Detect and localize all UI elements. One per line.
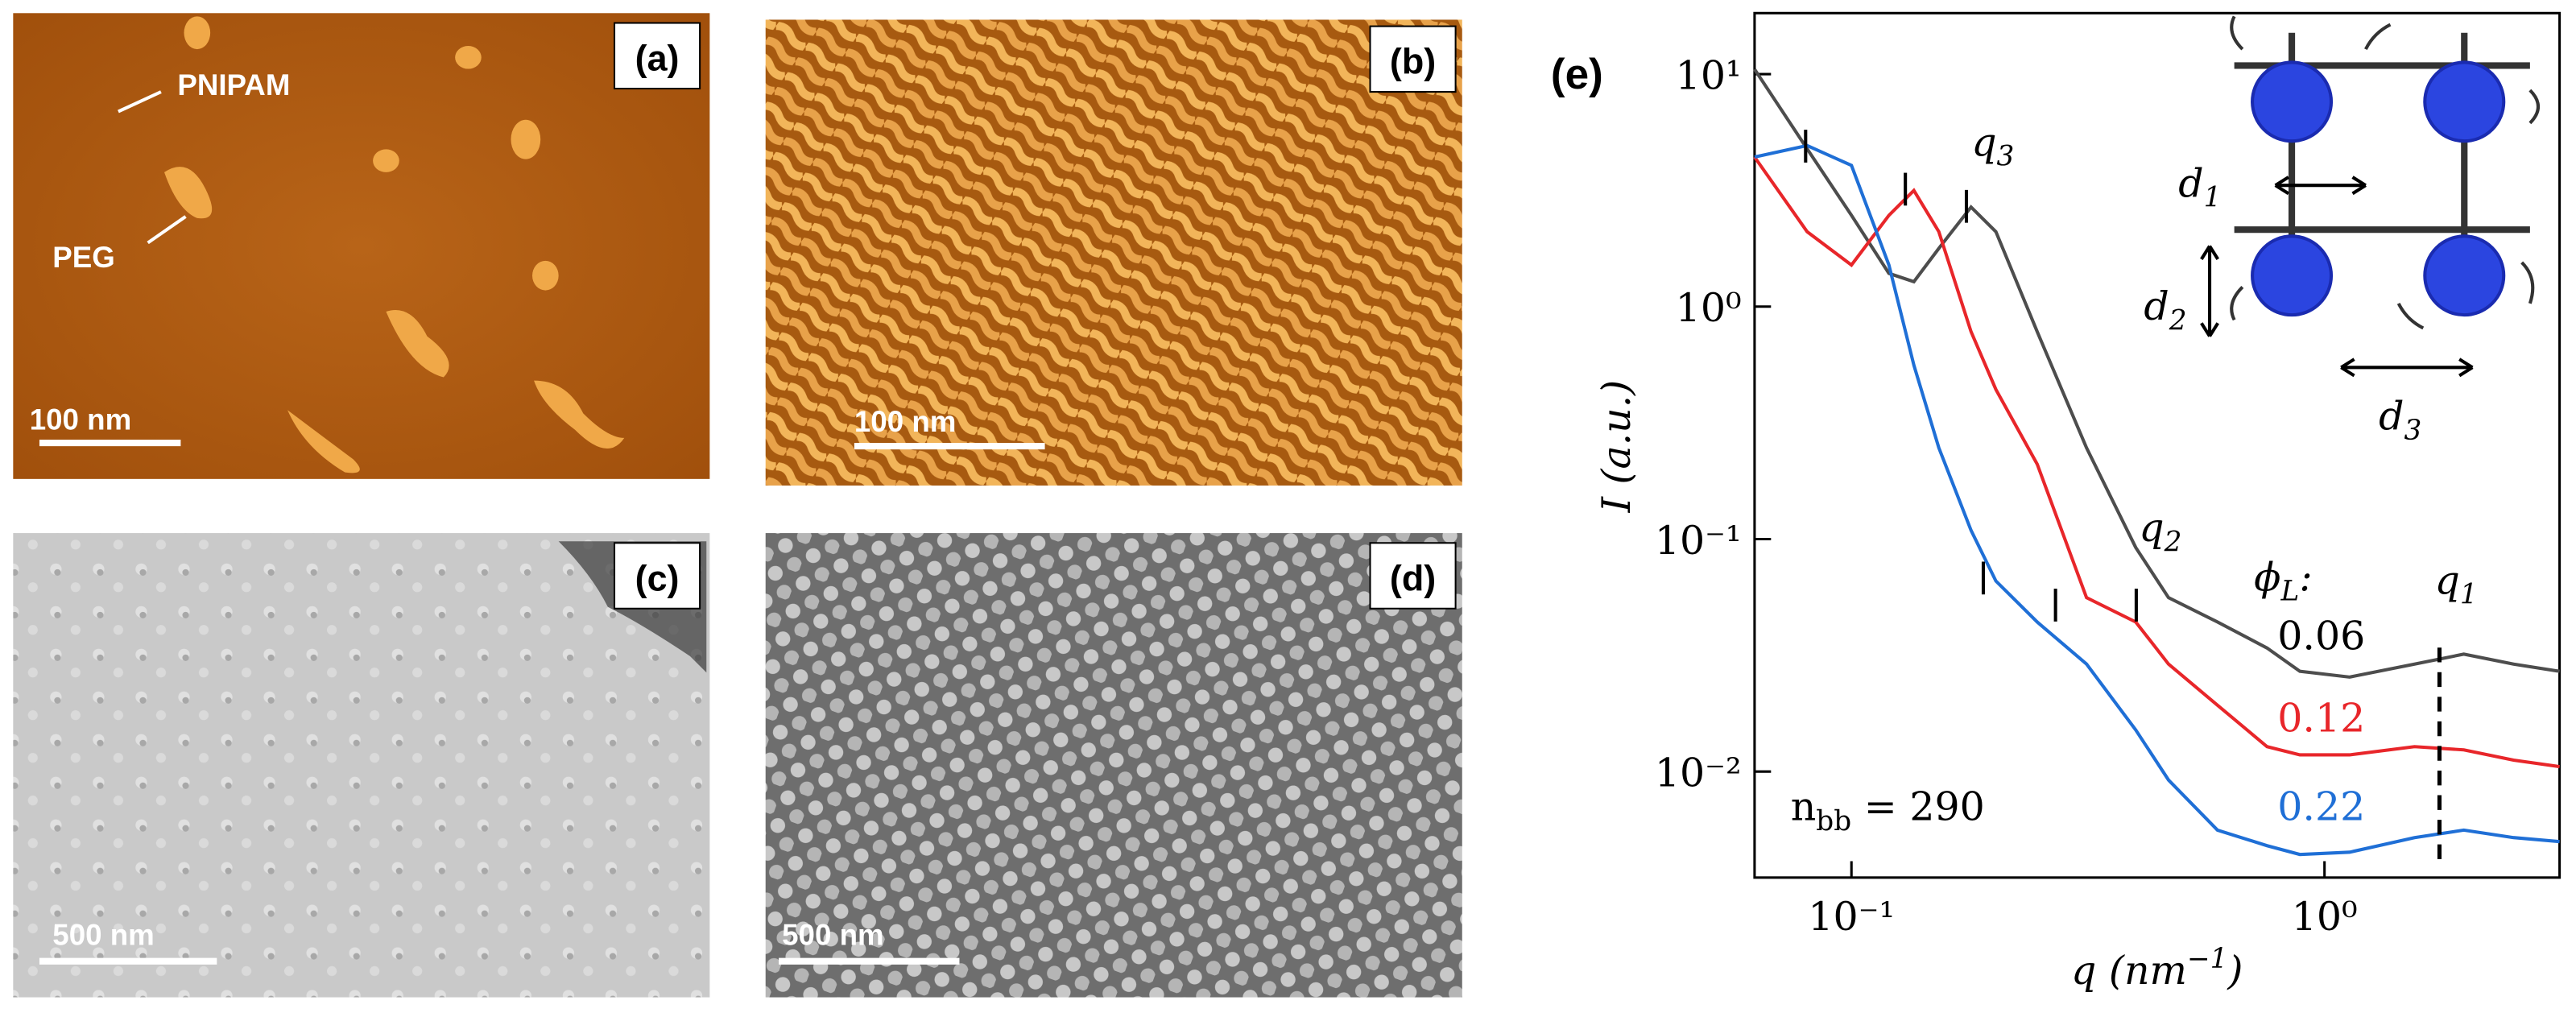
- subscript: bb: [1816, 805, 1851, 837]
- text-part: d: [2178, 160, 2203, 206]
- annotation: q3: [1971, 120, 2014, 173]
- arrow: [118, 90, 162, 114]
- line-series: [1753, 68, 2560, 679]
- annotation: nbb = 290: [1791, 784, 1985, 837]
- arrow: [147, 215, 187, 245]
- label-box: [1369, 25, 1457, 93]
- inset-label: d1: [2178, 160, 2221, 213]
- text-part: ϕ: [2254, 554, 2280, 600]
- afm-image: [765, 19, 1462, 486]
- text-part: ): [2227, 948, 2243, 994]
- panel-label: (d): [1390, 557, 1436, 598]
- text-part: I (a.u.): [1594, 380, 1639, 514]
- annotation: PEG: [52, 241, 115, 274]
- y-tick-label: 10¹: [1676, 52, 1742, 98]
- subscript: 1: [2460, 579, 2478, 611]
- panel-a: PNIPAM PEG 100 nm (a): [13, 13, 710, 479]
- label-box: [614, 22, 701, 90]
- y-axis-label: I (a.u.): [1594, 380, 1639, 514]
- subscript: 3: [1997, 141, 2015, 173]
- annotation: q1: [2435, 557, 2478, 610]
- line-series: [1753, 155, 2560, 769]
- inset-schematic: [2200, 15, 2541, 378]
- text-part: = 290: [1851, 784, 1985, 830]
- text-part: n: [1791, 784, 1817, 830]
- panel-c: 500 nm (c): [13, 533, 710, 998]
- panel-label: (c): [635, 557, 680, 598]
- x-tick-label: 10⁻¹: [1808, 894, 1895, 940]
- subscript: L: [2280, 576, 2299, 608]
- text-part: d: [2379, 394, 2404, 440]
- superscript: −1: [2187, 943, 2228, 975]
- y-tick-label: 10⁻²: [1655, 750, 1742, 796]
- label-box: [1369, 542, 1457, 610]
- tem-image: [13, 533, 710, 998]
- text-part: q: [1971, 120, 1996, 166]
- scale-bar-label: 500 nm: [782, 918, 884, 951]
- scale-bar-label: 500 nm: [52, 918, 155, 951]
- subscript: 2: [2164, 526, 2182, 558]
- text-part: q: [2139, 505, 2164, 551]
- annotation: q2: [2139, 505, 2181, 558]
- legend-entry: 0.06: [2277, 614, 2365, 659]
- y-tick-label: 10⁻¹: [1655, 518, 1742, 564]
- y-tick-label: 10⁰: [1676, 285, 1742, 331]
- legend-title: ϕL:: [2254, 554, 2313, 607]
- label-box: [614, 542, 701, 610]
- text-part: :: [2299, 554, 2312, 600]
- legend-entry: 0.22: [2277, 784, 2365, 830]
- scale-bar-label: 100 nm: [30, 403, 132, 436]
- subscript: 1: [2204, 182, 2222, 214]
- subscript: 2: [2169, 304, 2187, 337]
- tem-image: [765, 533, 1462, 998]
- annotation: PNIPAM: [177, 68, 290, 101]
- text-part: q (nm: [2071, 948, 2187, 994]
- panel-label: (e): [1551, 51, 1603, 98]
- panel-b: 100 nm (b): [765, 19, 1462, 486]
- panel-label: (b): [1390, 41, 1436, 82]
- legend-entry: 0.12: [2277, 696, 2365, 742]
- x-axis-label: q (nm−1): [2071, 943, 2243, 994]
- plot-frame: [1753, 11, 2562, 879]
- afm-image: [13, 13, 710, 479]
- inset-label: d3: [2379, 394, 2421, 447]
- panel-d: 500 nm (d): [765, 533, 1462, 998]
- particles: [164, 16, 625, 473]
- panel-label: (a): [635, 38, 680, 79]
- x-tick-label: 10⁰: [2292, 894, 2358, 940]
- text-part: d: [2144, 283, 2169, 329]
- line-series: [1754, 143, 2560, 857]
- subscript: 3: [2404, 415, 2422, 447]
- text-part: q: [2435, 557, 2460, 603]
- scale-bar-label: 100 nm: [854, 405, 957, 438]
- inset-label: d2: [2144, 283, 2186, 337]
